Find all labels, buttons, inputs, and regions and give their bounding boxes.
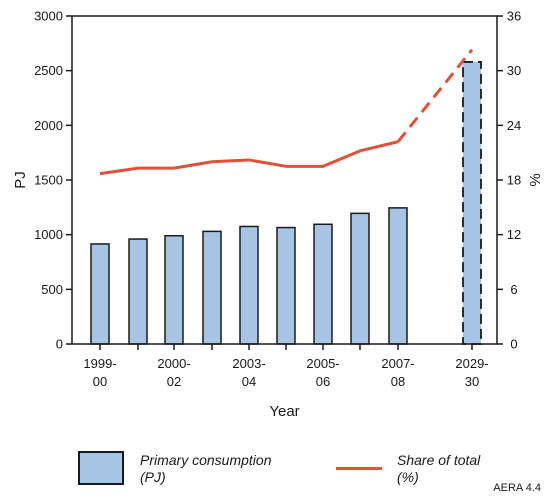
left-tick-label: 1000 [34,227,63,242]
x-tick-label: 2029-30 [455,356,488,389]
right-tick-label: 36 [507,9,521,24]
bar-1999-00 [90,243,110,345]
x-tick-label: 2000-02 [157,356,190,389]
axes-layer [66,15,503,350]
legend-bar-swatch [78,451,124,485]
right-tick-label: 18 [507,173,521,188]
left-tick-label: 1500 [34,173,63,188]
left-tick-label: 2500 [34,63,63,78]
bar-2006-07 [350,212,370,345]
left-tick-label: 2000 [34,118,63,133]
bar-2000-01 [128,238,148,345]
right-tick-label: 30 [507,63,521,78]
x-tick-label: 2005-06 [306,356,339,389]
legend-bar-label: Primary consumption (PJ) [140,452,272,485]
chart: 0 500 1000 1500 2000 2500 3000 0 6 12 18 24 30 36 1999… [12,9,544,421]
share-line-layer [99,48,474,176]
bar-2005-06 [313,223,333,345]
left-tick-label: 3000 [34,9,63,24]
x-axis-title: Year [269,403,299,420]
x-tick-label: 2007-08 [381,356,414,389]
bars-layer [90,61,482,345]
legend-line-swatch [336,467,382,470]
x-tick-label: 1999-00 [83,356,116,389]
left-tick-label: 0 [56,337,63,352]
right-tick-label: 6 [510,282,517,297]
y-axis-title: PJ [12,171,29,189]
legend-line-label: Share of total (%) [397,452,481,485]
bar-2007-08 [388,207,408,345]
bar-2029-30 [462,61,482,345]
right-tick-label: 0 [510,337,517,352]
labels-layer: 0 500 1000 1500 2000 2500 3000 0 6 12 18 24 30 36 1999… [12,9,544,421]
left-tick-label: 500 [41,282,63,297]
share-line-actual [99,140,399,176]
right-tick-label: 24 [507,118,521,133]
y2-axis-title: % [527,173,544,186]
right-tick-label: 12 [507,227,521,242]
share-line-projected [396,48,474,143]
bar-2004-05 [276,226,296,345]
bar-2000-02 [164,235,184,345]
x-tick-label: 2003-04 [232,356,265,389]
source-label: AERA 4.4 [493,482,541,494]
bar-2002-03 [202,230,222,345]
bar-2003-04 [239,225,259,345]
